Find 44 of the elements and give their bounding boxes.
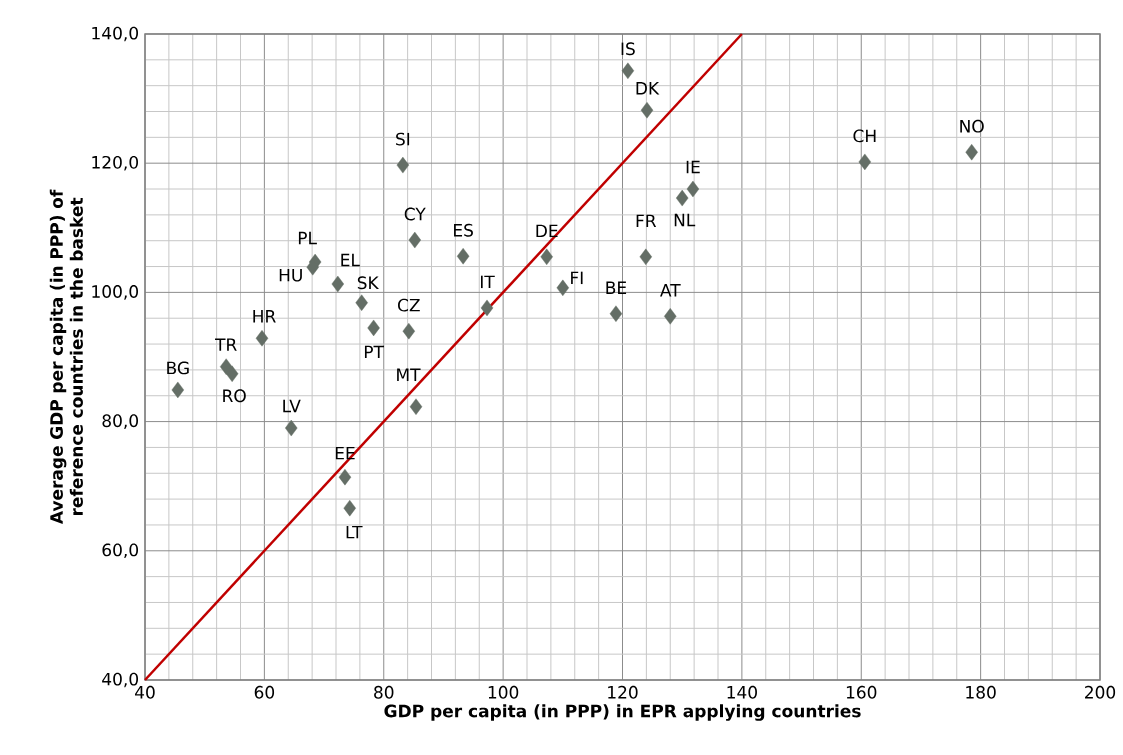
annotation: ES — [454, 223, 473, 237]
annotation: IS — [621, 42, 635, 56]
annotation: SI — [396, 132, 410, 146]
annotation: BG — [167, 361, 189, 375]
y-axis-title: Average GDP per capita (in PPP) of reference countries in the basket — [49, 189, 83, 525]
annotation: PT — [364, 345, 384, 359]
x-tick-label: 140 — [727, 685, 757, 699]
annotation: FI — [571, 271, 583, 285]
y-tick-label: 120,0 — [92, 155, 138, 171]
annotation: TR — [215, 338, 237, 351]
annotation: EE — [335, 446, 355, 460]
x-tick-label: 80 — [374, 685, 394, 699]
annotation: SK — [357, 276, 379, 290]
annotation: AT — [660, 284, 681, 297]
annotation: HU — [279, 268, 302, 282]
x-tick-label: 200 — [1085, 685, 1116, 699]
y-tick-label: 140,0 — [92, 26, 138, 42]
x-axis-title: GDP per capita (in PPP) in EPR applying countries — [384, 704, 861, 721]
annotation: HR — [253, 310, 276, 323]
annotation: IT — [480, 275, 495, 289]
annotation: CY — [404, 207, 426, 221]
x-tick-label: 160 — [846, 685, 877, 699]
annotation: BE — [606, 281, 627, 294]
annotation: NO — [960, 119, 984, 133]
annotation: FR — [636, 214, 657, 228]
annotation: LV — [283, 399, 301, 413]
annotation: DK — [636, 82, 660, 95]
annotation: CH — [853, 129, 876, 143]
x-tick-label: 180 — [966, 685, 996, 699]
annotation: NL — [674, 213, 696, 227]
x-tick-label: 120 — [608, 685, 638, 699]
y-tick-label: 100,0 — [92, 285, 138, 300]
annotation: RO — [223, 389, 246, 403]
y-tick-label: 80,0 — [102, 414, 139, 429]
annotation: LT — [346, 525, 363, 539]
x-tick-label: 60 — [254, 685, 275, 699]
annotation: IE — [686, 160, 700, 174]
annotation: PL — [298, 231, 317, 245]
x-tick-label: 100 — [488, 685, 519, 699]
y-tick-label: 60,0 — [102, 543, 139, 559]
annotation: CZ — [398, 298, 420, 312]
annotation: EL — [341, 253, 360, 267]
annotation: DE — [536, 224, 558, 238]
annotation: MT — [397, 368, 421, 381]
